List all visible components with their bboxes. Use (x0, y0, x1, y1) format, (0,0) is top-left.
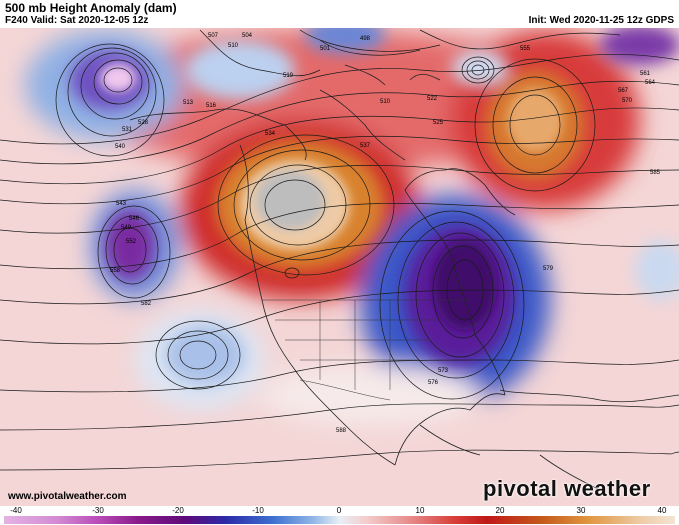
contour-label: 558 (110, 268, 121, 274)
contour-label: 525 (433, 120, 444, 126)
colorbar-tick: 20 (495, 506, 505, 515)
contour-label: 561 (640, 71, 651, 77)
init-time: Init: Wed 2020-11-25 12z GDPS (528, 15, 674, 26)
contour-label: 510 (380, 99, 391, 105)
contour-label: 516 (206, 103, 217, 109)
colorbar-tick: -20 (172, 506, 184, 515)
contour-label: 588 (336, 428, 347, 434)
contour-label: 540 (115, 144, 126, 150)
colorbar-tick: 30 (576, 506, 586, 515)
map-header: 500 mb Height Anomaly (dam) F240 Valid: … (0, 0, 679, 28)
contour-label: 576 (428, 380, 439, 386)
contour-label-layer: 507 510 504 501 498 510 513 516 519 522 … (110, 33, 661, 434)
colorbar-tick: -40 (10, 506, 22, 515)
contour-label: 537 (360, 143, 371, 149)
contour-label: 567 (618, 88, 629, 94)
height-contours (0, 29, 679, 471)
contour-label: 555 (520, 46, 531, 52)
contour-label: 507 (208, 33, 219, 39)
political-borders (262, 299, 470, 401)
colorbar-gradient (4, 516, 675, 524)
contour-label: 519 (283, 73, 294, 79)
colorbar-ticks: -40 -30 -20 -10 0 10 20 30 40 (0, 506, 679, 516)
anomaly-inner-core (100, 64, 563, 330)
contour-label: 513 (183, 100, 194, 106)
map-canvas: 507 510 504 501 498 510 513 516 519 522 … (0, 28, 679, 506)
contour-label: 543 (116, 201, 127, 207)
contour-label: 552 (126, 239, 137, 245)
contour-label: 504 (242, 33, 253, 39)
colorbar-tick: -10 (252, 506, 264, 515)
colorbar-tick: 10 (415, 506, 425, 515)
contour-label: 534 (265, 131, 276, 137)
contour-label: 501 (320, 46, 331, 52)
contour-label: 564 (645, 80, 656, 86)
contour-label: 585 (650, 170, 661, 176)
contour-label: 531 (122, 127, 133, 133)
contour-label: 582 (141, 301, 152, 307)
colorbar-tick: 0 (336, 506, 342, 515)
contour-label: 546 (129, 216, 140, 222)
anomaly-map: 507 510 504 501 498 510 513 516 519 522 … (0, 28, 679, 506)
contour-label: 549 (121, 225, 132, 231)
coastlines (129, 64, 679, 491)
contour-label: 528 (138, 120, 149, 126)
map-title: 500 mb Height Anomaly (dam) (5, 1, 177, 15)
contour-label: 510 (228, 43, 239, 49)
colorbar-tick: 40 (657, 506, 667, 515)
valid-time: F240 Valid: Sat 2020-12-05 12z (5, 15, 149, 26)
contour-label: 579 (543, 266, 554, 272)
contour-label: 570 (622, 98, 633, 104)
contour-label: 573 (438, 368, 449, 374)
contour-label: 522 (427, 96, 438, 102)
colorbar-tick: -30 (92, 506, 104, 515)
colorbar: -40 -30 -20 -10 0 10 20 30 40 (0, 506, 679, 525)
contour-label: 498 (360, 36, 371, 42)
source-credit: www.pivotalweather.com (8, 491, 127, 502)
brand-watermark: pivotal weather (483, 476, 651, 501)
